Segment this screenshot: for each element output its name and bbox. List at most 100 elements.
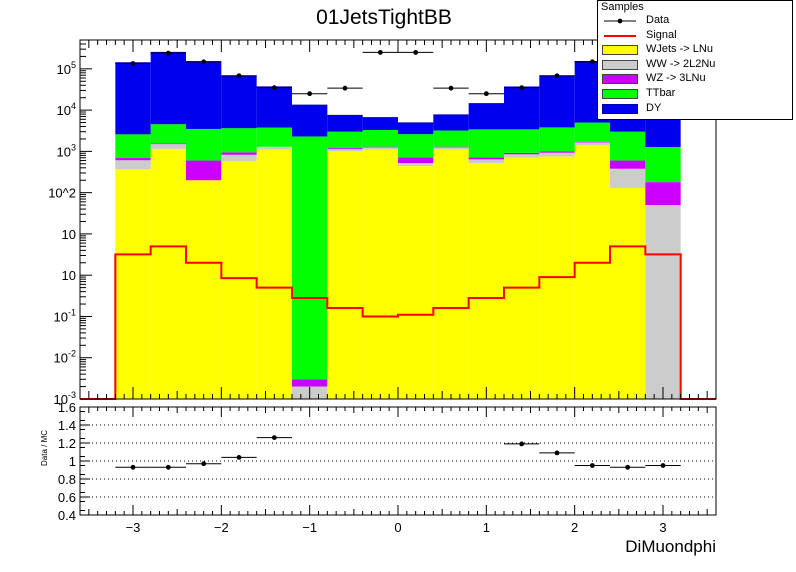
stack-bar — [115, 169, 151, 399]
y-tick-label: 10 — [62, 268, 76, 283]
legend-swatch — [602, 103, 638, 114]
data-point — [201, 59, 207, 65]
stack-bar — [610, 187, 646, 399]
x-tick-label: 3 — [659, 520, 666, 535]
stack-bar — [150, 148, 186, 399]
stack-bar — [327, 115, 363, 132]
legend-entry: DY — [598, 102, 794, 116]
stack-bar — [221, 76, 257, 129]
stack-bar — [362, 129, 398, 147]
stack-bar — [150, 144, 186, 149]
legend-entry: WZ -> 3LNu — [598, 72, 794, 86]
x-tick-label: −2 — [214, 520, 229, 535]
y-tick-label: 0.8 — [58, 472, 76, 487]
ratio-point — [625, 464, 631, 470]
stack-bar — [574, 145, 610, 399]
x-tick-label: −1 — [302, 520, 317, 535]
stack-bar — [186, 160, 222, 181]
legend-label: TTbar — [646, 87, 676, 99]
stack-bar — [256, 147, 292, 150]
stack-bar — [398, 163, 434, 167]
stack-bar — [362, 149, 398, 399]
legend-label: WW -> 2L2Nu — [646, 57, 716, 70]
signal-line — [80, 245, 716, 400]
y-tick-label: 103 — [57, 142, 76, 159]
stack-bar — [574, 141, 610, 143]
stack-bar — [433, 114, 469, 131]
stack-bar — [539, 151, 575, 153]
legend-swatch — [602, 89, 638, 99]
stack-bar — [610, 160, 646, 169]
stack-bar — [221, 152, 257, 155]
ratio-point — [130, 464, 136, 470]
legend: Samples Data Signal WJets -> LNu WW -> 2L2N… — [597, 0, 793, 120]
stack-bar — [610, 168, 646, 188]
stack-bar — [539, 127, 575, 152]
legend-label: DY — [646, 101, 662, 114]
stack-bar — [468, 103, 504, 130]
stack-bar — [504, 152, 540, 155]
stack-bar — [504, 157, 540, 399]
stack-bar — [398, 166, 434, 399]
stack-bar — [327, 148, 363, 150]
legend-entry: WJets -> LNu — [598, 43, 794, 57]
legend-entry: Data — [598, 14, 794, 28]
y-tick-label: 10 — [62, 227, 76, 242]
stack-bar — [327, 149, 363, 152]
ratio-y-axis-label: Data / MC — [40, 430, 49, 466]
x-tick-label: 2 — [571, 520, 578, 535]
y-tick-label: 105 — [57, 60, 76, 77]
stack-bar — [468, 159, 504, 164]
stack-bar — [186, 180, 222, 399]
chart-title: 01JetsTightBB — [316, 6, 452, 29]
stack-bar — [256, 149, 292, 399]
legend-entry: Signal — [598, 29, 794, 43]
stack-bar — [433, 147, 469, 150]
main-plot: 10-3 10-2 10-1 10 10 10^2 103 104 105 — [48, 39, 717, 407]
y-tick-label: 104 — [57, 101, 76, 118]
legend-label: Signal — [646, 28, 677, 41]
y-tick-label: 10-1 — [54, 307, 76, 324]
stack-bar — [292, 136, 328, 380]
data-point — [236, 73, 242, 79]
stack-bar — [256, 127, 292, 147]
legend-swatch — [602, 74, 638, 85]
stack-bar — [433, 146, 469, 148]
stack-bar — [468, 163, 504, 399]
legend-label: WZ -> 3LNu — [646, 72, 706, 85]
stack-bar — [468, 129, 504, 158]
y-tick-label: 1 — [69, 454, 76, 469]
legend-label: WJets -> LNu — [646, 43, 713, 56]
stack-bar — [256, 86, 292, 128]
stack-bar — [221, 161, 257, 399]
legend-title: Samples — [601, 1, 644, 13]
legend-swatch — [602, 59, 638, 70]
stack-bar — [115, 134, 151, 159]
data-point — [342, 85, 348, 91]
ratio-point — [165, 464, 171, 470]
data-point — [413, 50, 419, 55]
data-point — [554, 73, 560, 79]
x-tick-label: −3 — [126, 520, 141, 535]
ratio-point — [660, 463, 666, 468]
data-point — [271, 85, 277, 91]
y-tick-label: 10^2 — [48, 186, 76, 201]
stack-bar — [504, 129, 540, 153]
stack-bar — [115, 62, 151, 135]
stack-bar — [645, 182, 681, 206]
data-point — [483, 91, 489, 97]
stack-bar — [362, 147, 398, 150]
stack-bar — [150, 52, 186, 125]
legend-swatch — [602, 45, 638, 56]
stack-bar — [221, 128, 257, 153]
stack-bar — [115, 160, 151, 170]
ratio-point — [519, 441, 525, 447]
legend-swatch — [602, 31, 638, 41]
y-tick-label: 1.4 — [58, 418, 76, 433]
x-axis-label: DiMuondphi — [625, 537, 716, 556]
stack-bar — [115, 158, 151, 161]
ratio-point — [589, 463, 595, 468]
stack-bar — [292, 105, 328, 137]
stack-bar — [574, 122, 610, 142]
